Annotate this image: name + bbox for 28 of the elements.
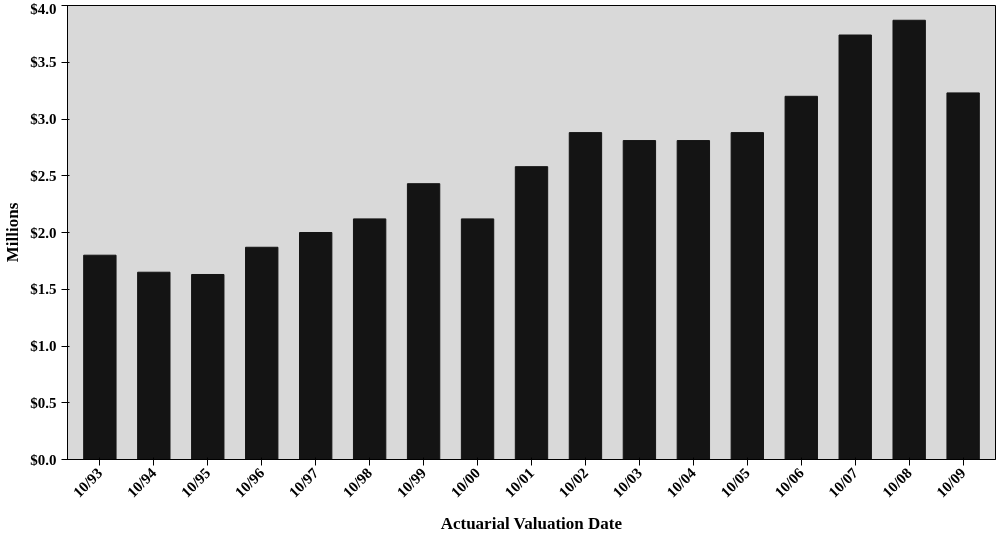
y-tick-label: $2.5 [30,167,57,184]
bar [892,19,926,460]
bar [838,34,872,460]
y-tick-label: $2.0 [30,224,57,241]
y-tick-label: $0.0 [30,451,57,468]
bar [514,166,549,460]
y-tick-label: $0.5 [30,394,57,411]
bar [83,254,117,460]
y-tick-label: $1.0 [30,338,57,354]
bar [406,183,441,460]
bar [352,218,387,460]
bar [245,246,279,460]
x-axis-title: Actuarial Valuation Date [440,513,623,533]
y-tick-label: $4.0 [30,0,57,17]
bar [460,218,495,460]
bar [946,92,980,460]
bar [676,140,711,460]
bar [730,132,764,460]
bar [137,271,171,460]
bar [784,95,818,460]
bar [622,140,657,460]
y-tick-label: $3.0 [30,111,57,127]
bar [299,232,333,460]
y-tick-label: $1.5 [30,281,57,298]
bar [568,132,603,460]
y-tick-label: $3.5 [30,54,57,71]
y-axis-title: Millions [3,202,23,263]
bar [191,273,225,460]
